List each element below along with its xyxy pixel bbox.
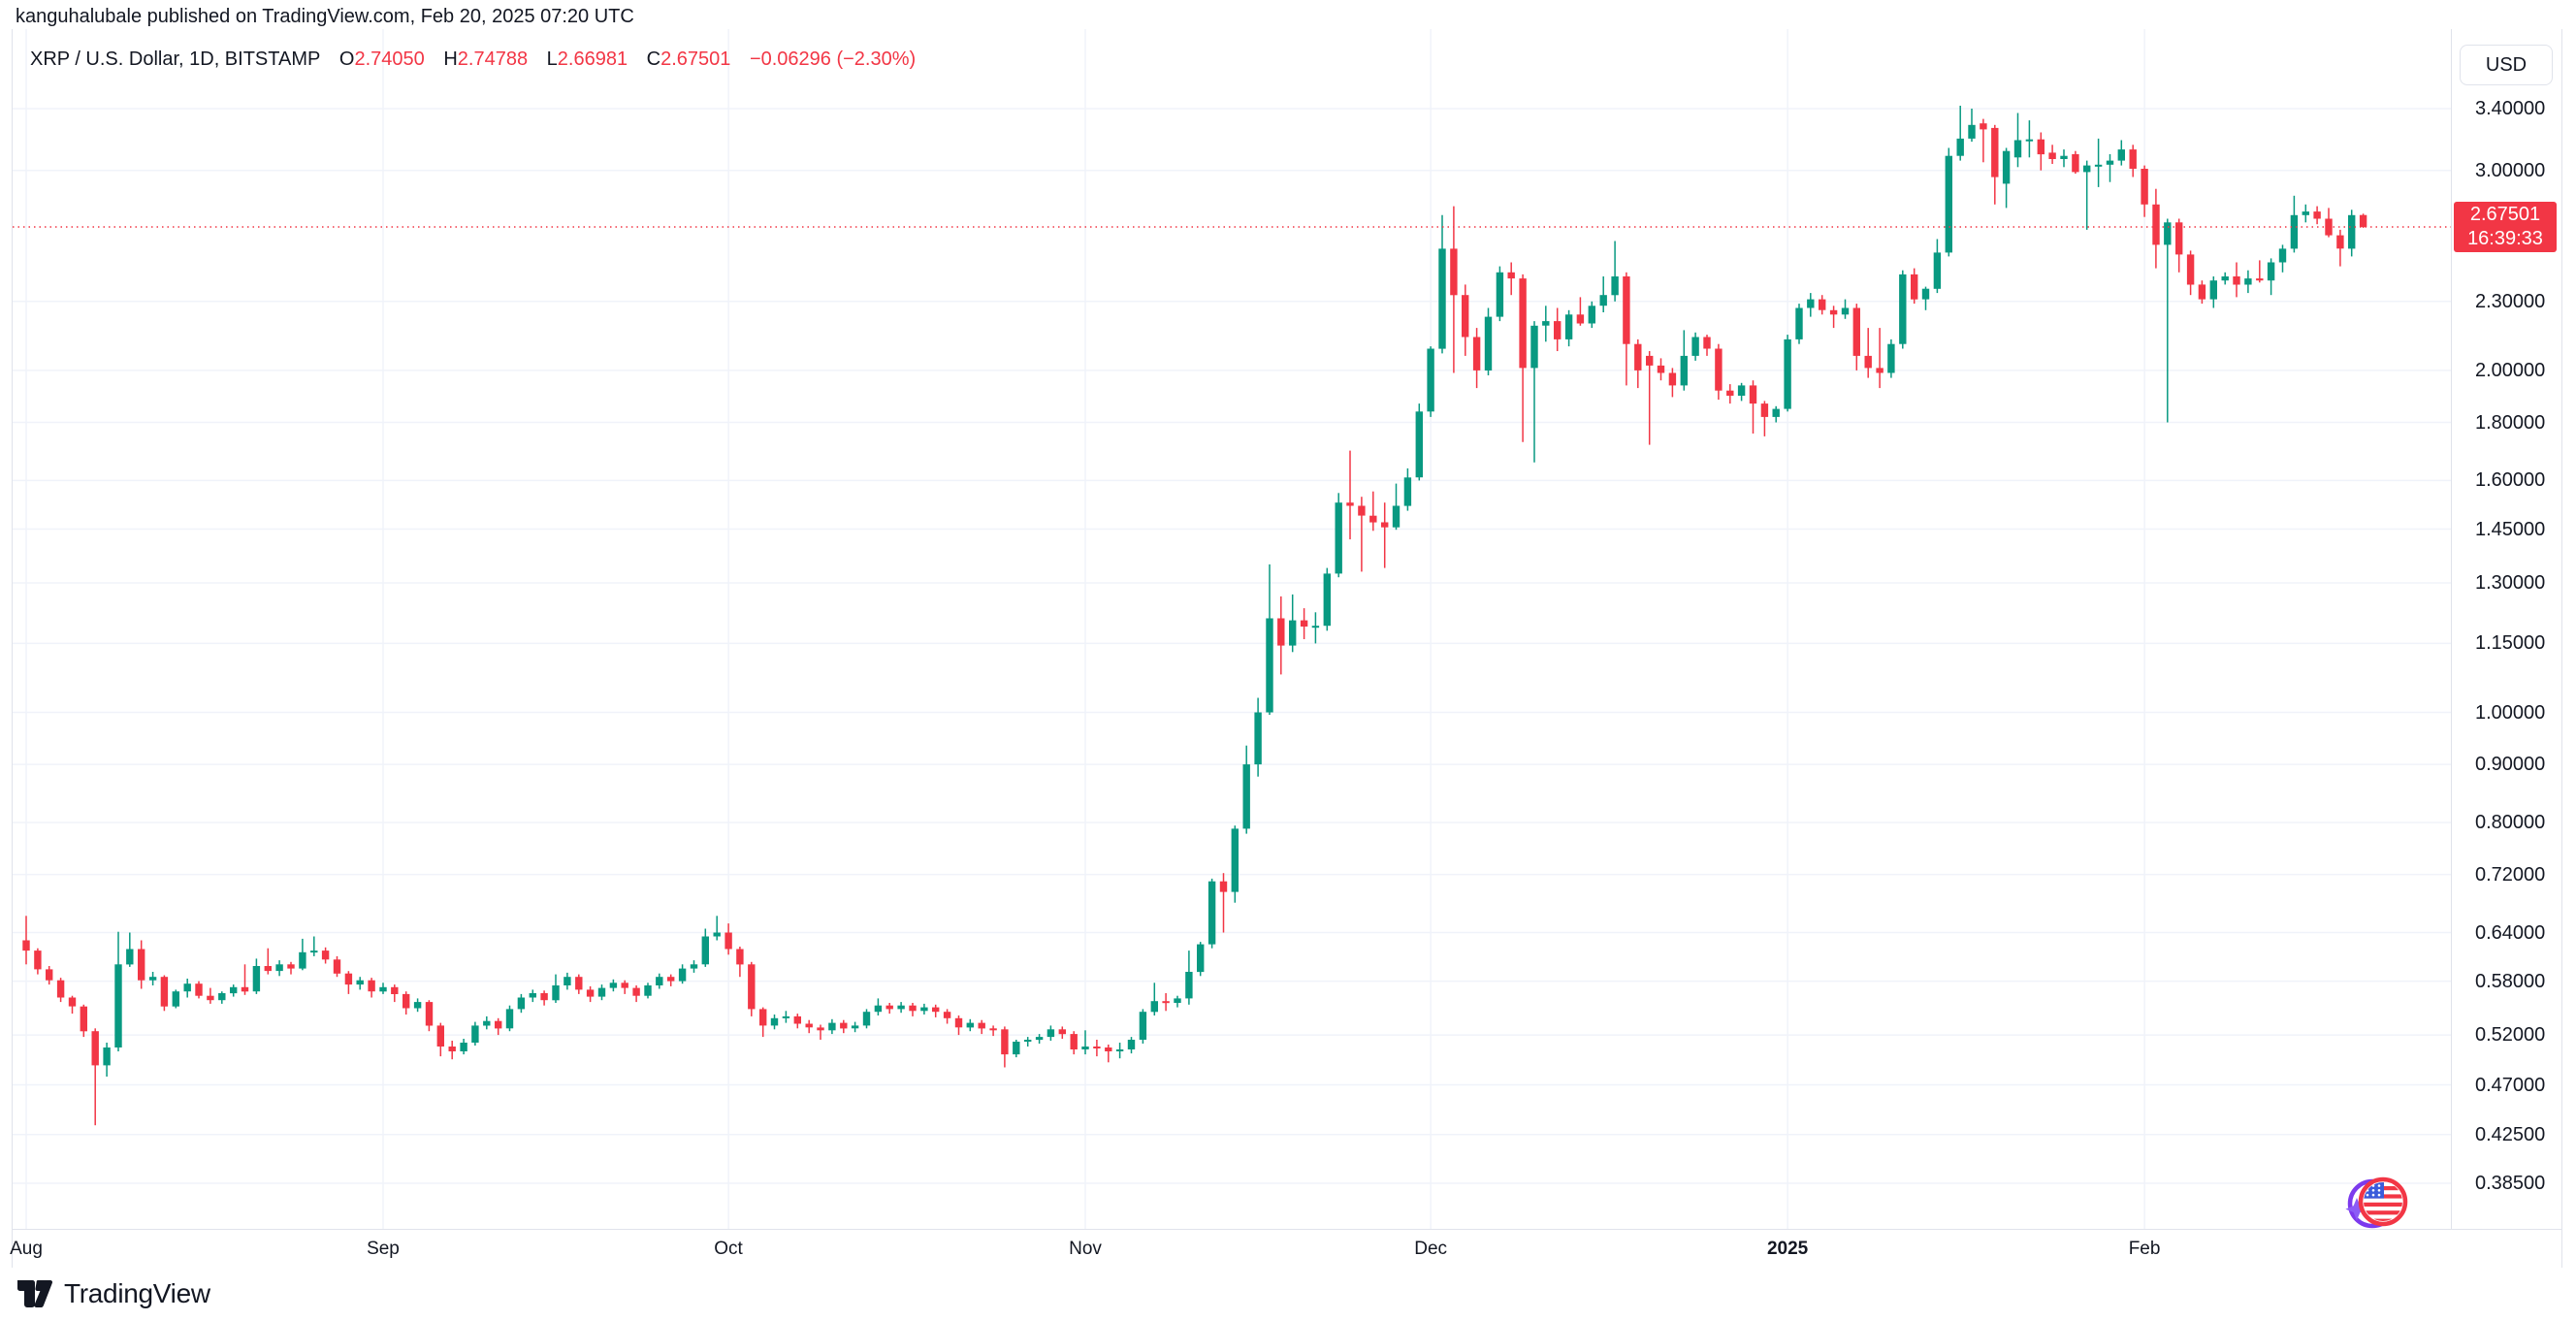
price-tick-label: 0.52000	[2475, 1024, 2546, 1047]
last-price-badge: 2.67501 16:39:33	[2454, 202, 2557, 252]
close-label: C	[646, 48, 661, 70]
usd-flag-badge	[2336, 1174, 2410, 1229]
high-label: H	[443, 48, 458, 70]
currency-usd-button[interactable]: USD	[2460, 45, 2553, 85]
price-chart-pane[interactable]: XRP / U.S. Dollar, 1D, BITSTAMP O2.74050…	[13, 29, 2451, 1229]
price-tick-label: 2.30000	[2475, 290, 2546, 312]
price-tick-label: 1.15000	[2475, 632, 2546, 655]
price-tick-label: 0.80000	[2475, 812, 2546, 833]
price-tick-label: 0.90000	[2475, 754, 2546, 776]
high-value: 2.74788	[457, 48, 529, 70]
symbol-title[interactable]: XRP / U.S. Dollar, 1D, BITSTAMP	[30, 48, 321, 70]
time-tick-label: Dec	[1414, 1239, 1448, 1259]
change-value: −0.06296 (−2.30%)	[749, 48, 917, 70]
price-axis[interactable]: USD 3.40000 3.00000 2.30000 2.00000 1.80000 1…	[2451, 29, 2562, 1229]
price-tick-label: 3.00000	[2475, 159, 2546, 181]
last-price-value: 2.67501	[2469, 204, 2541, 225]
open-label: O	[338, 48, 355, 70]
attribution-text: kanguhalubale published on TradingView.c…	[16, 6, 634, 27]
time-tick-label: Oct	[714, 1239, 743, 1259]
price-tick-label: 1.30000	[2475, 572, 2546, 595]
tradingview-glyph-icon	[17, 1279, 53, 1308]
low-value: 2.66981	[557, 48, 628, 70]
chart-legend: XRP / U.S. Dollar, 1D, BITSTAMP O2.74050…	[30, 48, 916, 71]
price-tick-label: 0.42500	[2475, 1123, 2546, 1145]
price-tick-label: 0.47000	[2475, 1074, 2546, 1096]
time-tick-label: Nov	[1069, 1239, 1102, 1259]
bar-countdown: 16:39:33	[2467, 228, 2543, 249]
price-tick-label: 1.45000	[2475, 518, 2546, 540]
price-tick-label: 2.00000	[2475, 359, 2546, 381]
price-tick-label: 0.64000	[2475, 921, 2546, 944]
time-tick-label: Feb	[2128, 1239, 2161, 1259]
tradingview-brand-text: TradingView	[64, 1278, 210, 1308]
price-tick-label: 0.38500	[2475, 1173, 2546, 1194]
close-value: 2.67501	[660, 48, 731, 70]
price-tick-label: 0.72000	[2475, 863, 2546, 886]
us-flag-icon	[2345, 1176, 2408, 1229]
time-tick-label: Aug	[10, 1239, 43, 1259]
candlestick-chart[interactable]	[13, 29, 2451, 1229]
low-label: L	[546, 48, 558, 70]
time-tick-label: 2025	[1766, 1239, 1809, 1259]
price-tick-label: 3.40000	[2475, 98, 2546, 120]
tradingview-logo[interactable]: TradingView	[16, 1278, 210, 1309]
price-tick-label: 1.00000	[2475, 701, 2546, 724]
price-tick-label: 0.58000	[2475, 970, 2546, 992]
price-tick-label: 1.60000	[2475, 469, 2546, 492]
price-tick-label: 1.80000	[2475, 411, 2546, 434]
chart-widget: XRP / U.S. Dollar, 1D, BITSTAMP O2.74050…	[10, 29, 2562, 1269]
time-tick-label: Sep	[367, 1239, 400, 1259]
open-value: 2.74050	[354, 48, 425, 70]
time-axis[interactable]: Aug Sep Oct Nov Dec 2025 Feb	[10, 1229, 2561, 1269]
